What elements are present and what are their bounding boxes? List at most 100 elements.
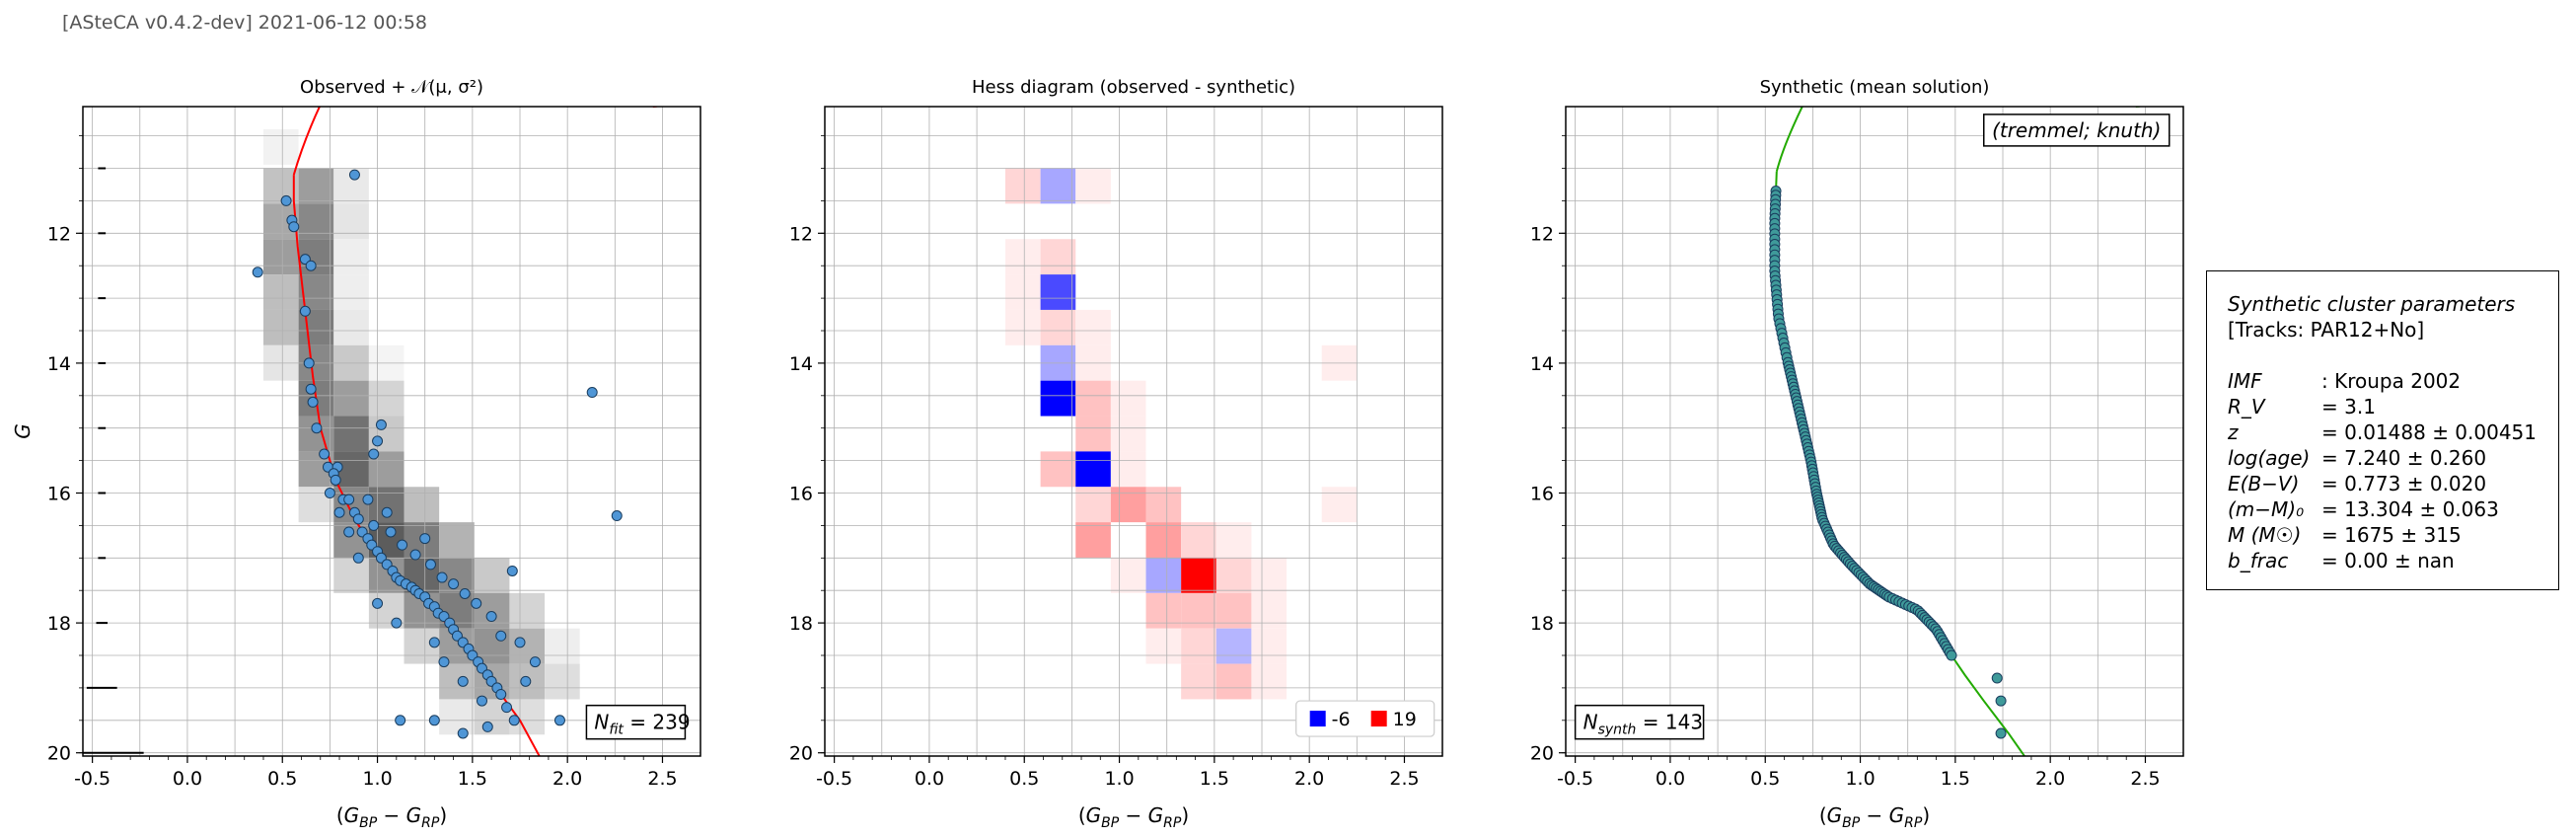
param-row: R_V = 3.1	[2228, 394, 2558, 419]
density-bin	[474, 557, 510, 593]
hess-cell	[1075, 487, 1111, 523]
params-rows: IMF: Kroupa 2002 R_V = 3.1 z = 0.01488 ± 0.0…	[2228, 368, 2558, 573]
density-bin	[333, 416, 369, 452]
synthetic-star	[1995, 727, 2007, 739]
observed-star	[428, 637, 440, 648]
observed-star	[495, 688, 507, 700]
nfit-box	[585, 704, 687, 740]
observed-star	[305, 383, 317, 395]
hess-cell	[1181, 522, 1216, 558]
observed-star	[375, 418, 387, 430]
hess-cell	[1004, 168, 1041, 204]
observed-star	[586, 387, 598, 399]
observed-star	[307, 396, 319, 408]
observed-star	[481, 721, 493, 732]
hess-cell	[1145, 557, 1182, 593]
y-tick-label: 16	[1530, 484, 1554, 505]
hess-cell	[1075, 168, 1111, 204]
param-row: z = 0.01488 ± 0.00451	[2228, 419, 2558, 445]
observed-star	[319, 448, 331, 460]
density-bin	[333, 557, 369, 593]
nsynth-label: Nsynth = 143	[1583, 711, 1703, 738]
observed-star	[471, 597, 482, 609]
observed-star	[553, 715, 565, 726]
param-row: b_frac = 0.00 ± nan	[2228, 548, 2558, 573]
hess-cell	[1004, 274, 1041, 310]
x-tick-label: 2.0	[2035, 768, 2065, 790]
y-tick-label: 14	[789, 353, 813, 375]
hess-cell	[1110, 380, 1146, 417]
hess-legend	[1295, 700, 1435, 737]
observed-star	[303, 357, 315, 369]
hess-cell	[1075, 416, 1111, 452]
isochrone-tip	[652, 107, 660, 108]
hess-cell	[1321, 487, 1358, 523]
observed-star	[299, 305, 311, 317]
panel-3: Synthetic (mean solution) (GBP − GRP) -0.5…	[1530, 77, 2184, 831]
hess-cell	[1040, 309, 1076, 345]
observed-star	[348, 169, 360, 181]
x-tick-label: 1.5	[1200, 768, 1229, 790]
legend-pos-swatch	[1370, 711, 1387, 727]
y-tick-label: 18	[789, 613, 813, 635]
hess-cell	[1145, 522, 1182, 558]
observed-star	[372, 435, 384, 447]
density-bin	[439, 522, 475, 558]
x-tick-label: 2.5	[647, 768, 677, 790]
parameters-box: Synthetic cluster parameters [Tracks: PA…	[2206, 270, 2559, 590]
observed-star	[343, 494, 355, 505]
param-value: 7.240 ± 0.260	[2344, 446, 2487, 470]
density-bin	[439, 699, 475, 735]
legend-neg-label: -6	[1332, 709, 1351, 730]
observed-star	[305, 260, 317, 271]
plot-area	[1566, 107, 2183, 756]
y-tick-label: 20	[789, 743, 813, 765]
observed-star	[508, 715, 520, 726]
param-label: IMF	[2228, 369, 2262, 393]
observed-star	[457, 675, 469, 687]
x-axis-label: (GBP − GRP)	[1078, 803, 1189, 831]
hess-cell	[1110, 416, 1146, 452]
synthetic-star	[1995, 695, 2007, 707]
observed-star	[280, 194, 292, 206]
observed-star	[368, 519, 380, 531]
density-bin	[298, 203, 334, 240]
hess-cell	[1145, 628, 1182, 664]
y-tick-label: 18	[1530, 613, 1554, 635]
hess-cell	[1181, 663, 1216, 700]
observed-star	[395, 715, 406, 726]
x-tick-label: 2.0	[552, 768, 582, 790]
density-bin	[404, 487, 440, 523]
y-tick-label: 16	[47, 484, 71, 505]
observed-star	[391, 617, 403, 629]
axes-frame	[1565, 106, 2184, 757]
observed-star	[352, 552, 364, 564]
y-tick-label: 20	[47, 743, 71, 765]
x-tick-label: 1.5	[458, 768, 487, 790]
observed-star	[343, 526, 355, 538]
density-bin	[262, 309, 299, 345]
hess-cell	[1075, 451, 1111, 488]
hess-cell	[1145, 487, 1182, 523]
param-sep: =	[2321, 472, 2345, 495]
hess-cell	[1215, 628, 1252, 664]
panel-title: Synthetic (mean solution)	[1760, 77, 1990, 98]
panel-title: Hess diagram (observed - synthetic)	[972, 77, 1295, 98]
param-row: E(B−V) = 0.773 ± 0.020	[2228, 471, 2558, 496]
x-tick-label: -0.5	[74, 768, 110, 790]
hess-cell	[1181, 628, 1216, 664]
x-tick-label: 1.0	[362, 768, 392, 790]
y-tick-label: 14	[1530, 353, 1554, 375]
param-row: IMF: Kroupa 2002	[2228, 368, 2558, 394]
density-bin	[262, 129, 299, 165]
panel-1: Observed + 𝒩(μ, σ²) (GBP − GRP) -0.5 0.0 0.5…	[11, 77, 701, 831]
density-bin	[368, 416, 405, 452]
method-label: (tremmel; knuth)	[1992, 118, 2161, 142]
observed-star	[419, 533, 431, 545]
density-bin	[262, 168, 299, 204]
density-bin	[545, 663, 580, 700]
observed-star	[397, 539, 408, 551]
observed-star	[424, 559, 436, 571]
hess-cell	[1004, 309, 1041, 345]
